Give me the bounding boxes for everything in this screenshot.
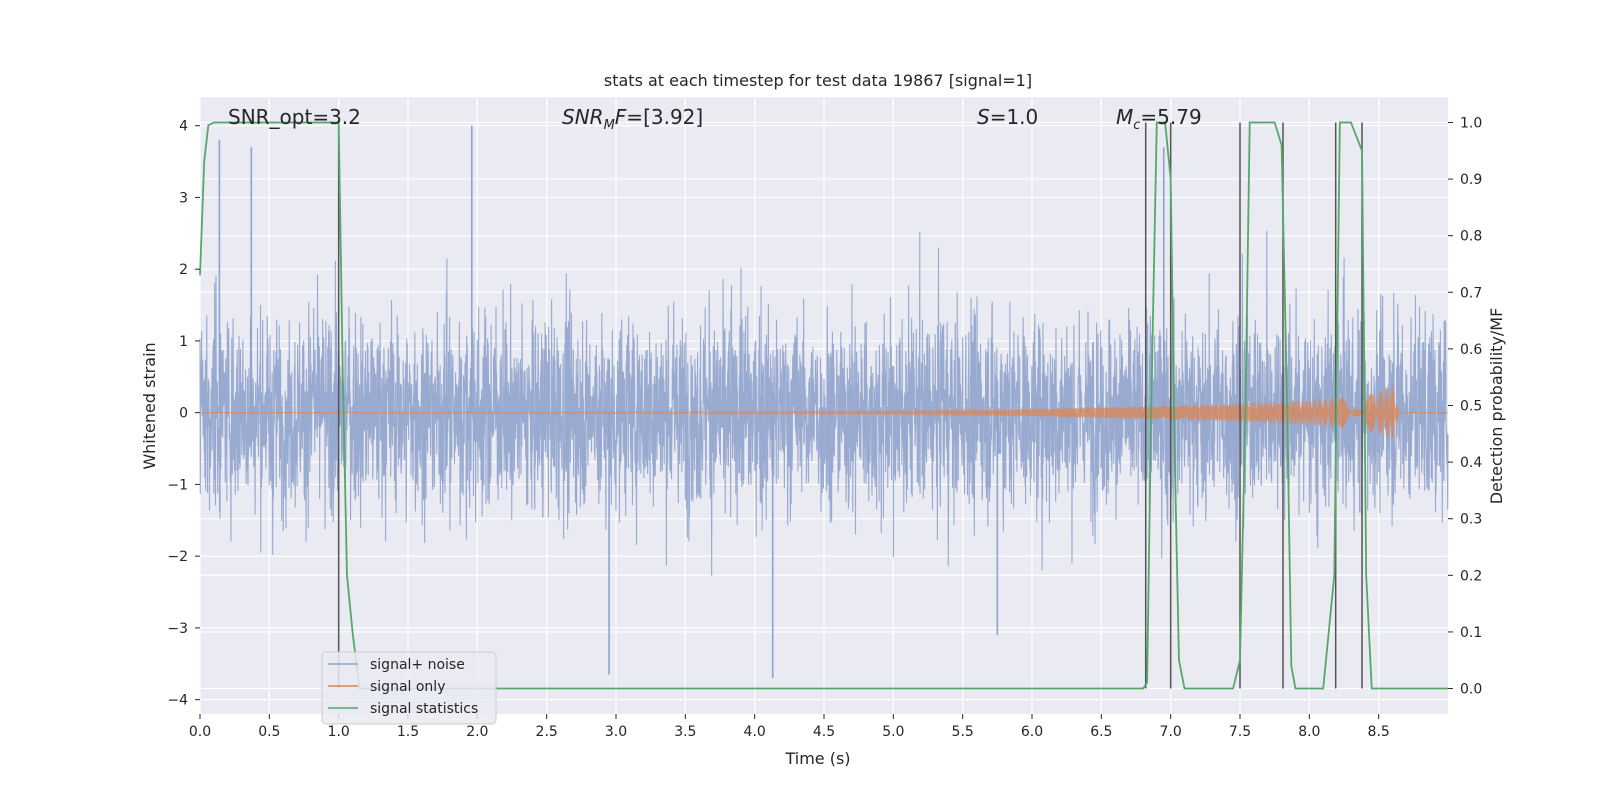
x-tick-label: 4.5 (813, 724, 835, 740)
y-right-tick-label: 0.8 (1460, 229, 1482, 245)
y-right-tick-label: 0.9 (1460, 172, 1482, 188)
x-tick-label: 8.0 (1298, 724, 1320, 740)
annotation-s: S=1.0 (977, 105, 1038, 129)
x-tick-label: 2.5 (536, 724, 558, 740)
legend-label-signal-only: signal only (370, 679, 445, 695)
y-left-tick-label: −1 (167, 477, 188, 493)
y-axis-right-ticks: 1.0 0.9 0.8 0.7 0.6 0.5 0.4 0.3 0.2 0.1 0.0 (1448, 115, 1482, 698)
x-tick-label: 8.5 (1368, 724, 1390, 740)
x-tick-label: 3.5 (674, 724, 696, 740)
legend: signal+ noise signal only signal statist… (321, 651, 497, 725)
y-left-tick-label: −2 (167, 549, 188, 565)
signal-statistics-line (199, 121, 1448, 690)
annotation-s-value: =1.0 (990, 105, 1039, 129)
y-right-tick-label: 0.7 (1460, 285, 1482, 301)
signal-only-line (200, 385, 1448, 440)
y-axis-right-label: Detection probability/MF (1487, 308, 1506, 505)
legend-label-signal-noise: signal+ noise (370, 657, 465, 673)
x-axis-label: Time (s) (784, 749, 850, 768)
x-tick-label: 1.5 (397, 724, 419, 740)
x-tick-label: 5.5 (952, 724, 974, 740)
annotation-snr-mf-symbol: SNRMF=[3.92] (562, 105, 703, 133)
y-left-tick-label: 2 (179, 262, 188, 278)
y-axis-left-label: Whitened strain (140, 342, 159, 469)
y-left-tick-label: 3 (179, 190, 188, 206)
annotation-mc-value: =5.79 (1140, 105, 1201, 129)
y-right-tick-label: 1.0 (1460, 115, 1482, 131)
x-tick-label: 6.0 (1021, 724, 1043, 740)
y-right-tick-label: 0.6 (1460, 342, 1482, 358)
x-tick-label: 7.0 (1160, 724, 1182, 740)
signal-only-series (200, 385, 1448, 440)
legend-box (321, 651, 497, 725)
legend-label-signal-statistics: signal statistics (370, 701, 478, 717)
annotation-snr-opt: SNR_opt=3.2 (228, 105, 361, 129)
y-right-tick-label: 0.0 (1460, 682, 1482, 698)
y-left-tick-label: 1 (179, 334, 188, 350)
annotation-snr-mf-value: [3.92] (643, 105, 703, 129)
y-right-tick-label: 0.4 (1460, 455, 1482, 471)
y-axis-left-ticks: 4 3 2 1 0 −1 −2 −3 −4 (167, 119, 200, 709)
annotation-mc-text: Mc=5.79 (1116, 105, 1202, 133)
x-tick-label: 0.0 (189, 724, 211, 740)
x-tick-label: 3.0 (605, 724, 627, 740)
x-tick-label: 7.5 (1229, 724, 1251, 740)
annotation-mc: Mc=5.79 (1116, 105, 1202, 133)
x-axis-ticks: 0.0 0.5 1.0 1.5 2.0 2.5 3.0 3.5 4.0 4.5 5.0 5.5 6.0 6… (189, 714, 1390, 740)
signal-statistics-series (199, 121, 1448, 690)
y-left-tick-label: −4 (167, 693, 188, 709)
annotation-s-text: S=1.0 (977, 105, 1038, 129)
y-right-tick-label: 0.2 (1460, 568, 1482, 584)
x-tick-label: 2.0 (466, 724, 488, 740)
y-right-tick-label: 0.1 (1460, 625, 1482, 641)
x-tick-label: 5.0 (882, 724, 904, 740)
x-tick-label: 4.0 (744, 724, 766, 740)
annotation-snr-mf: SNRMF=[3.92] (562, 105, 703, 133)
y-right-tick-label: 0.3 (1460, 512, 1482, 528)
y-left-tick-label: 0 (179, 406, 188, 422)
chart-title: stats at each timestep for test data 198… (604, 71, 1032, 90)
y-right-tick-label: 0.5 (1460, 399, 1482, 415)
y-left-tick-label: −3 (167, 621, 188, 637)
x-tick-label: 1.0 (328, 724, 350, 740)
x-tick-label: 0.5 (258, 724, 280, 740)
y-left-tick-label: 4 (179, 119, 188, 135)
x-tick-label: 6.5 (1090, 724, 1112, 740)
